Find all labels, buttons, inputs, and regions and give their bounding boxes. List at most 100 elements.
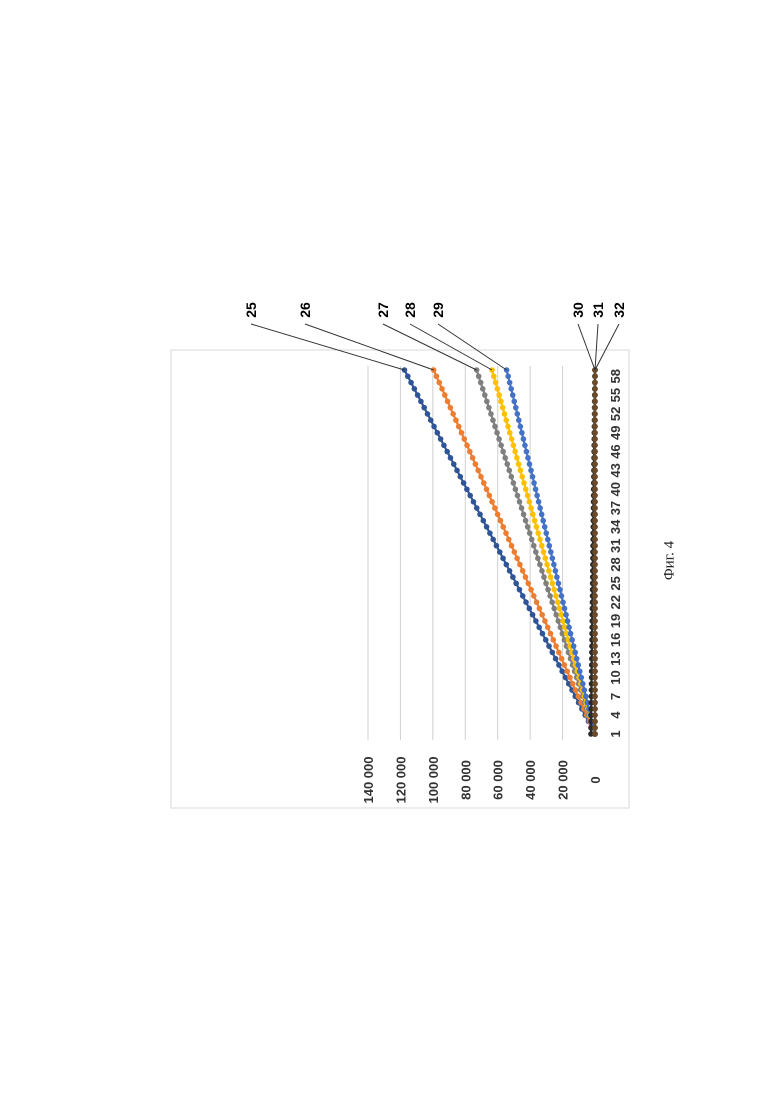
data-point	[557, 587, 563, 593]
data-point	[551, 587, 557, 593]
data-point	[415, 392, 421, 398]
leader-line	[305, 324, 434, 370]
data-point	[539, 543, 545, 549]
data-point	[554, 574, 560, 580]
data-point	[592, 650, 598, 656]
data-point	[492, 424, 498, 430]
data-point	[549, 599, 555, 605]
data-point	[592, 618, 598, 624]
data-point	[592, 468, 598, 474]
data-point	[493, 380, 499, 386]
x-tick-label: 31	[608, 538, 623, 552]
x-tick-label: 1	[608, 730, 623, 737]
data-point	[580, 681, 586, 687]
data-point	[436, 380, 442, 386]
data-point	[521, 480, 527, 486]
data-point	[559, 656, 565, 662]
x-axis-ticks: 1471013161922252831343740434649525558	[608, 369, 623, 738]
data-point	[592, 474, 598, 480]
data-point	[511, 480, 517, 486]
data-point	[519, 430, 525, 436]
x-tick-label: 34	[608, 519, 623, 534]
data-point	[464, 486, 470, 492]
data-point	[494, 543, 500, 549]
data-point	[534, 493, 540, 499]
data-point	[551, 562, 557, 568]
data-point	[533, 549, 539, 555]
data-point	[565, 618, 571, 624]
data-point	[521, 436, 527, 442]
data-point	[539, 512, 545, 518]
data-point	[520, 568, 526, 574]
data-point	[557, 606, 563, 612]
data-point	[592, 568, 598, 574]
data-point	[541, 574, 547, 580]
data-point	[592, 518, 598, 524]
data-point	[484, 399, 490, 405]
data-point	[486, 405, 492, 411]
data-point	[498, 399, 504, 405]
data-point	[500, 555, 506, 561]
data-point	[577, 668, 583, 674]
y-tick-label: 0	[588, 776, 603, 783]
data-point	[507, 568, 513, 574]
data-point	[592, 399, 598, 405]
data-point	[578, 675, 584, 681]
data-point	[456, 424, 462, 430]
data-point	[582, 687, 588, 693]
data-point	[496, 392, 502, 398]
x-tick-label: 49	[608, 426, 623, 440]
leader-line	[578, 324, 595, 370]
data-point	[405, 373, 411, 379]
data-point	[508, 386, 514, 392]
data-point	[428, 417, 434, 423]
data-point	[545, 625, 551, 631]
data-point	[412, 386, 418, 392]
data-point	[448, 405, 454, 411]
series-label: 32	[611, 302, 627, 318]
data-point	[558, 612, 564, 618]
data-point	[592, 493, 598, 499]
figure-caption: Фиг. 4	[662, 531, 679, 591]
data-point	[592, 681, 598, 687]
data-point	[529, 537, 535, 543]
data-point	[509, 543, 515, 549]
data-point	[477, 512, 483, 518]
data-point	[592, 662, 598, 668]
leader-line	[410, 324, 492, 370]
data-point	[509, 474, 515, 480]
data-point	[467, 449, 473, 455]
data-point	[592, 581, 598, 587]
data-point	[511, 443, 517, 449]
data-point	[523, 486, 529, 492]
data-point	[592, 512, 598, 518]
data-point	[435, 430, 441, 436]
series-29	[504, 367, 598, 737]
x-tick-label: 37	[608, 501, 623, 515]
data-point	[504, 562, 510, 568]
data-point	[475, 468, 481, 474]
data-point	[421, 405, 427, 411]
data-point	[523, 599, 529, 605]
data-point	[507, 430, 513, 436]
x-tick-label: 22	[608, 595, 623, 609]
data-point	[592, 731, 598, 737]
data-point	[525, 493, 531, 499]
data-point	[402, 367, 408, 373]
data-point	[486, 493, 492, 499]
leader-line	[251, 324, 404, 370]
data-point	[494, 430, 500, 436]
data-point	[553, 612, 559, 618]
series-26	[431, 367, 598, 737]
leader-line	[383, 324, 477, 370]
data-point	[524, 449, 530, 455]
data-point	[592, 392, 598, 398]
data-point	[500, 405, 506, 411]
data-point	[489, 499, 495, 505]
data-point	[567, 675, 573, 681]
data-point	[592, 449, 598, 455]
data-point	[531, 593, 537, 599]
data-point	[503, 530, 509, 536]
data-point	[540, 518, 546, 524]
data-point	[592, 411, 598, 417]
